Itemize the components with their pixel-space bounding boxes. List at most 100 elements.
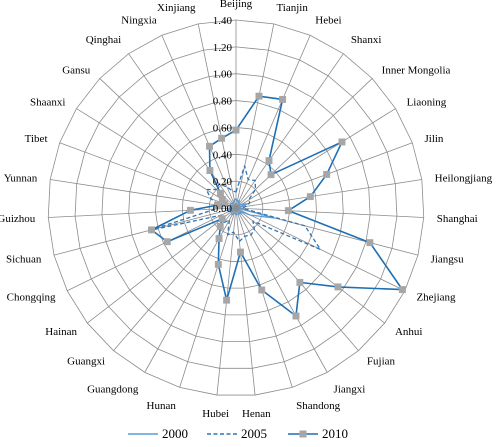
category-label-qinghai: Qinghai — [86, 34, 121, 46]
category-label-ningxia: Ningxia — [121, 14, 157, 26]
data-point-2010-shaanxi — [218, 196, 226, 203]
legend-item-2010: 2010 — [288, 426, 348, 441]
category-label-guangdong: Guangdong — [87, 384, 139, 396]
grid-spoke — [161, 35, 237, 209]
data-point-2010-chongqing — [163, 238, 171, 246]
category-label-inner-mongolia: Inner Mongolia — [382, 65, 451, 77]
grid-spoke — [53, 207, 237, 256]
data-point-2010-hunan — [214, 260, 222, 268]
data-point-2010-sichuan — [148, 226, 155, 234]
category-label-fujian: Fujian — [367, 356, 396, 368]
data-point-2010-guizhou — [186, 206, 194, 214]
category-label-jilin: Jilin — [424, 133, 443, 145]
legend-marker-2010 — [299, 430, 307, 438]
grid-spoke — [50, 179, 237, 209]
category-label-tianjin: Tianjin — [276, 2, 308, 14]
data-point-2010-yunnan — [213, 201, 221, 209]
legend-label-2000: 2000 — [162, 426, 188, 441]
data-point-2010-ningxia — [206, 142, 213, 150]
legend-label-2010: 2010 — [322, 426, 348, 441]
radial-tick-label: 0.80 — [213, 96, 233, 108]
series-2010 — [148, 92, 406, 320]
grid-spoke — [235, 207, 385, 324]
data-point-2010-anhui — [334, 283, 342, 291]
grid-spoke — [235, 179, 422, 209]
grid-ring — [128, 100, 344, 316]
grid-spoke — [235, 78, 373, 209]
category-label-shanghai: Shanghai — [437, 213, 478, 225]
legend-label-2005: 2005 — [241, 426, 267, 441]
grid-spoke — [235, 53, 344, 209]
category-label-henan: Henan — [242, 408, 271, 420]
radial-tick-label: 1.40 — [213, 15, 233, 27]
data-point-2010-beijing — [232, 126, 240, 134]
category-label-guizhou: Guizhou — [0, 213, 36, 225]
radial-tick-labels: 0.00 0.20 0.40 0.60 0.80 1.00 1.20 1.40 — [213, 15, 233, 215]
grid-spoke — [235, 207, 256, 396]
grid-spoke — [99, 78, 237, 209]
category-label-hainan: Hainan — [45, 326, 77, 338]
data-point-2010-gansu — [216, 189, 224, 197]
data-point-2010-shanghai — [284, 207, 292, 215]
category-labels: Beijing Tianjin Hebei Shanxi Inner Mongolia L… — [0, 0, 493, 420]
grid-spoke — [197, 23, 237, 209]
grid-spoke — [87, 207, 237, 324]
data-point-2010-shanxi — [265, 157, 273, 165]
radial-tick-label: 0.60 — [213, 122, 233, 134]
category-label-jiangxi: Jiangxi — [334, 384, 366, 396]
data-point-2010-jiangxi — [292, 312, 300, 320]
category-label-sichuan: Sichuan — [6, 253, 42, 265]
category-label-tibet: Tibet — [25, 133, 48, 145]
category-label-yunnan: Yunnan — [4, 173, 38, 185]
grid-ring — [101, 73, 371, 343]
data-point-2010-fujian — [296, 278, 304, 286]
grid-spoke — [235, 207, 293, 388]
data-point-2010-hubei — [223, 296, 231, 304]
legend: 2000 2005 2010 — [128, 426, 348, 441]
category-label-anhui: Anhui — [395, 326, 423, 338]
grid — [47, 19, 425, 396]
legend-item-2000: 2000 — [128, 426, 188, 441]
grid-ring — [208, 180, 264, 236]
series-line-2005 — [146, 165, 322, 251]
legend-item-2005: 2005 — [207, 426, 267, 441]
data-point-2010-jiangsu — [366, 239, 374, 247]
series-line-2010 — [150, 95, 404, 317]
category-label-liaoning: Liaoning — [407, 97, 447, 109]
category-label-heilongjiang: Heilongjiang — [435, 173, 493, 185]
radial-tick-label: 1.00 — [213, 69, 233, 81]
series-layer — [146, 92, 406, 320]
data-point-2010-heilongjiang — [306, 193, 314, 201]
data-point-2010-qinghai — [206, 167, 214, 174]
category-label-hubei: Hubei — [202, 408, 229, 420]
category-label-chongqing: Chongqing — [7, 292, 56, 304]
grid-spoke — [128, 53, 237, 209]
grid-spoke — [235, 108, 396, 209]
category-label-guangxi: Guangxi — [67, 356, 105, 368]
series-2000 — [226, 197, 276, 219]
category-label-jiangsu: Jiangsu — [431, 253, 465, 265]
series-2005 — [146, 165, 322, 251]
grid-spoke — [235, 207, 424, 218]
data-point-2010-guangdong — [215, 235, 223, 242]
grid-spoke — [235, 23, 275, 209]
radial-tick-label: 1.20 — [213, 42, 233, 54]
data-point-2010-liaoning — [338, 138, 346, 146]
grid-spoke — [67, 207, 237, 292]
series-line-2000 — [226, 197, 276, 219]
grid-ring — [181, 153, 291, 262]
category-label-shanxi: Shanxi — [351, 34, 382, 46]
radial-tick-label: 0.00 — [213, 203, 233, 215]
grid-spoke — [76, 108, 237, 209]
data-point-2010-zhejiang — [398, 286, 406, 294]
radial-tick-label: 0.40 — [213, 149, 233, 161]
category-label-shaanxi: Shaanxi — [30, 97, 65, 109]
data-point-2010-xinjiang — [218, 134, 226, 142]
data-point-2010-inner-mongolia — [267, 171, 275, 179]
grid-spoke — [48, 207, 237, 218]
category-label-hebei: Hebei — [315, 14, 341, 26]
category-label-xinjiang: Xinjiang — [157, 2, 196, 14]
grid-spoke — [113, 207, 237, 351]
data-point-2010-henan — [237, 248, 244, 256]
